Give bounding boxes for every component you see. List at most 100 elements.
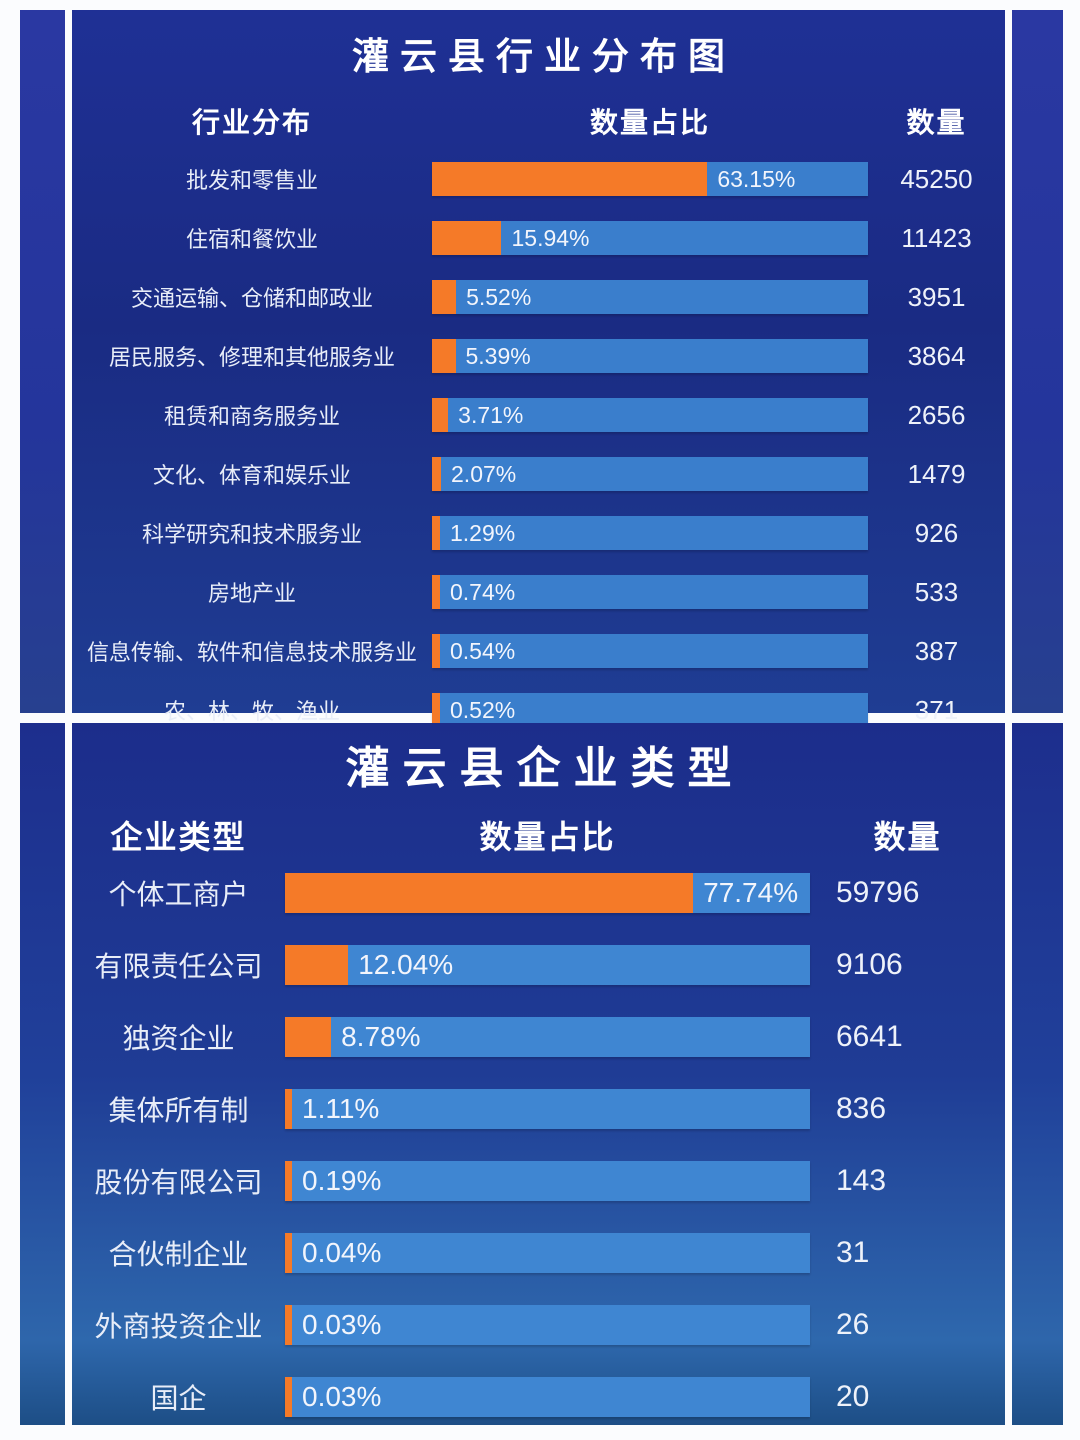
percent-label: 8.78% xyxy=(341,1021,421,1052)
count-value: 3864 xyxy=(907,340,966,371)
category-label: 信息传输、软件和信息技术服务业 xyxy=(86,640,417,665)
count-value: 836 xyxy=(836,1092,887,1125)
bar-track: 15.94% xyxy=(432,221,868,255)
percent-label: 0.03% xyxy=(302,1381,382,1412)
column-header-type: 企业类型 xyxy=(110,819,247,855)
percent-label: 3.71% xyxy=(458,401,524,428)
category-label: 集体所有制 xyxy=(108,1095,249,1126)
category-label: 文化、体育和娱乐业 xyxy=(152,463,351,488)
column-header-industry: 行业分布 xyxy=(191,107,312,138)
adjacent-slide-sliver-left xyxy=(20,10,65,713)
adjacent-slide-sliver-right xyxy=(1012,723,1063,1425)
percent-label: 0.52% xyxy=(450,696,516,723)
chart-row: 国企 0.03% 20 xyxy=(72,1377,1005,1417)
chart-row: 科学研究和技术服务业 1.29% 926 xyxy=(72,516,1005,550)
chart-row: 房地产业 0.74% 533 xyxy=(72,575,1005,609)
bar-track: 63.15% xyxy=(432,162,868,196)
chart-row: 信息传输、软件和信息技术服务业 0.54% 387 xyxy=(72,634,1005,668)
category-label: 住宿和餐饮业 xyxy=(185,227,318,252)
percent-label: 0.03% xyxy=(302,1309,382,1340)
bar-track: 3.71% xyxy=(432,398,868,432)
chart-row: 居民服务、修理和其他服务业 5.39% 3864 xyxy=(72,339,1005,373)
bar-track: 0.74% xyxy=(432,575,868,609)
percent-label: 0.04% xyxy=(302,1237,382,1268)
bar-rows: 个体工商户 77.74% 59796 有限责任公司 12.04% 9106 独资企业 8.78… xyxy=(72,873,1005,1417)
bar-fill xyxy=(432,693,440,727)
bar-fill xyxy=(432,634,440,668)
bar-fill xyxy=(285,945,349,985)
chart-row: 外商投资企业 0.03% 26 xyxy=(72,1305,1005,1345)
category-label: 外商投资企业 xyxy=(94,1311,263,1342)
count-value: 2656 xyxy=(907,399,966,430)
chart-row: 住宿和餐饮业 15.94% 11423 xyxy=(72,221,1005,255)
bar-fill xyxy=(432,221,502,255)
industry-distribution-chart-panel: 灌云县行业分布图 行业分布 数量占比 数量 批发和零售业 63.15% 45250 住… xyxy=(72,10,1005,727)
bar-fill xyxy=(432,339,456,373)
count-value: 31 xyxy=(836,1236,870,1269)
category-label: 租赁和商务服务业 xyxy=(163,404,340,429)
column-header-count: 数量 xyxy=(906,107,967,138)
chart-row: 个体工商户 77.74% 59796 xyxy=(72,873,1005,913)
bar-rows: 批发和零售业 63.15% 45250 住宿和餐饮业 15.94% 11423 交通运输、仓… xyxy=(72,162,1005,727)
chart-row: 交通运输、仓储和邮政业 5.52% 3951 xyxy=(72,280,1005,314)
count-value: 533 xyxy=(914,576,959,607)
chart-row: 合伙制企业 0.04% 31 xyxy=(72,1233,1005,1273)
count-value: 387 xyxy=(914,635,959,666)
category-label: 批发和零售业 xyxy=(185,168,318,193)
chart-row: 独资企业 8.78% 6641 xyxy=(72,1017,1005,1057)
category-label: 国企 xyxy=(150,1383,207,1414)
column-header-proportion: 数量占比 xyxy=(589,107,710,138)
bar-track: 0.54% xyxy=(432,634,868,668)
category-label: 农、林、牧、渔业 xyxy=(163,699,340,724)
percent-label: 1.29% xyxy=(450,519,516,546)
percent-label: 12.04% xyxy=(358,949,454,980)
chart-title-enterprise: 灌云县企业类型 xyxy=(345,744,745,793)
percent-label: 1.11% xyxy=(302,1093,380,1124)
percent-label: 5.39% xyxy=(465,342,531,369)
category-label: 房地产业 xyxy=(207,581,296,606)
bar-track: 0.03% xyxy=(285,1377,810,1417)
bar-fill xyxy=(432,457,442,491)
count-value: 20 xyxy=(836,1380,870,1413)
bar-track: 0.19% xyxy=(285,1161,810,1201)
bar-fill xyxy=(285,1377,292,1417)
bar-track: 0.52% xyxy=(432,693,868,727)
count-value: 26 xyxy=(836,1308,870,1341)
bar-track: 12.04% xyxy=(285,945,810,985)
count-value: 371 xyxy=(914,694,959,725)
chart-row: 股份有限公司 0.19% 143 xyxy=(72,1161,1005,1201)
chart-row: 集体所有制 1.11% 836 xyxy=(72,1089,1005,1129)
chart-row: 租赁和商务服务业 3.71% 2656 xyxy=(72,398,1005,432)
category-label: 交通运输、仓储和邮政业 xyxy=(130,286,373,311)
count-value: 9106 xyxy=(836,948,903,981)
count-value: 59796 xyxy=(836,876,920,909)
bar-fill xyxy=(432,575,440,609)
chart-row: 有限责任公司 12.04% 9106 xyxy=(72,945,1005,985)
bar-track: 77.74% xyxy=(285,873,810,913)
chart-row: 农、林、牧、渔业 0.52% 371 xyxy=(72,693,1005,727)
bar-track: 1.11% xyxy=(285,1089,810,1129)
percent-label: 0.54% xyxy=(450,637,516,664)
category-label: 独资企业 xyxy=(122,1023,235,1054)
chart-row: 文化、体育和娱乐业 2.07% 1479 xyxy=(72,457,1005,491)
column-header-row: 企业类型 数量占比 数量 xyxy=(72,812,1005,855)
enterprise-type-chart-panel: 灌云县企业类型 企业类型 数量占比 数量 个体工商户 77.74% 59796 有限责… xyxy=(72,723,1005,1425)
bar-fill xyxy=(285,1017,332,1057)
bar-fill xyxy=(285,1233,292,1273)
column-header-row: 行业分布 数量占比 数量 xyxy=(72,101,1005,141)
bar-fill xyxy=(432,280,457,314)
bar-fill xyxy=(285,873,694,913)
percent-label: 77.74% xyxy=(703,877,799,908)
chart-title-industry: 灌云县行业分布图 xyxy=(352,36,736,77)
count-value: 926 xyxy=(914,517,959,548)
bar-track: 5.52% xyxy=(432,280,868,314)
bar-fill xyxy=(432,516,440,550)
bar-fill xyxy=(285,1089,292,1129)
count-value: 3951 xyxy=(907,281,966,312)
count-value: 6641 xyxy=(836,1020,903,1053)
adjacent-slide-sliver-left xyxy=(20,723,65,1425)
bar-track: 0.04% xyxy=(285,1233,810,1273)
count-value: 1479 xyxy=(907,458,966,489)
category-label: 居民服务、修理和其他服务业 xyxy=(108,345,395,370)
percent-label: 0.19% xyxy=(302,1165,382,1196)
